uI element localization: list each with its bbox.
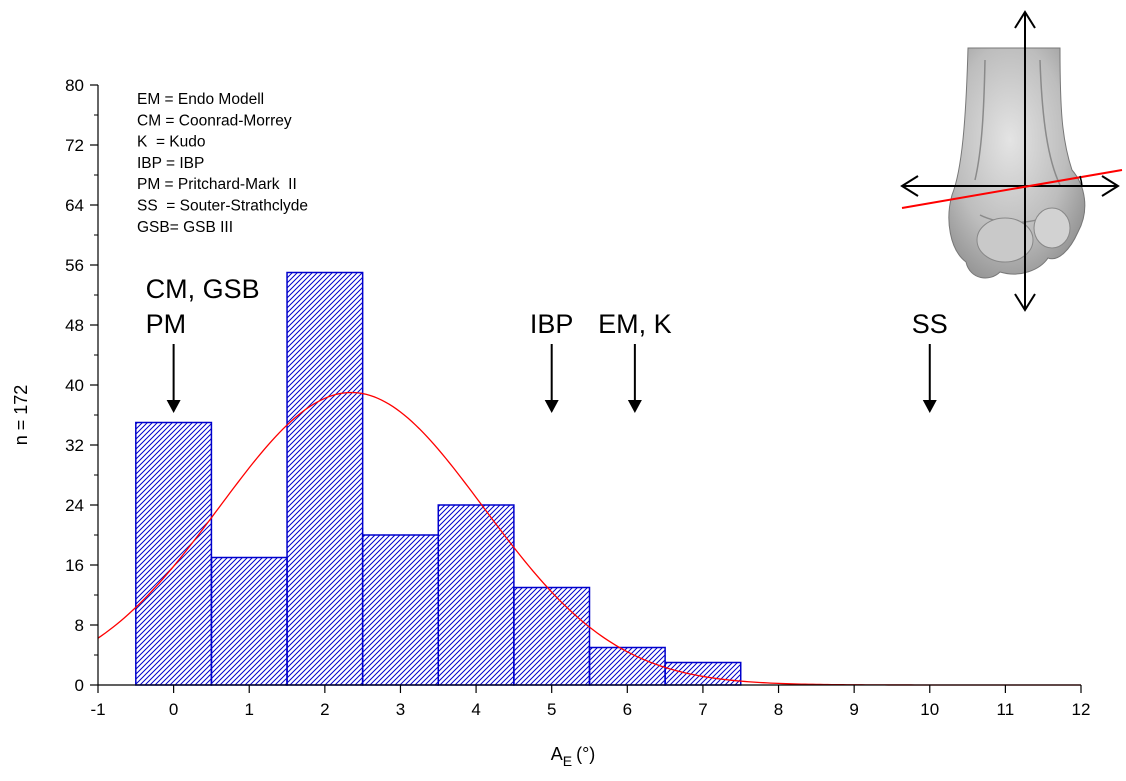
annotation-arrowhead bbox=[544, 400, 559, 413]
x-axis-label-subscript: E bbox=[563, 753, 572, 769]
x-tick-label: -1 bbox=[90, 700, 105, 719]
histogram-bar bbox=[513, 586, 591, 686]
x-tick-label: 5 bbox=[547, 700, 556, 719]
x-axis-label-main: A bbox=[551, 744, 563, 764]
bone-capitulum bbox=[1033, 207, 1071, 249]
annotation-arrowhead bbox=[627, 400, 642, 413]
annotation-label: EM, K bbox=[598, 309, 672, 339]
histogram-bar bbox=[286, 271, 364, 686]
x-axis-label-unit: (°) bbox=[576, 744, 595, 764]
x-tick-label: 4 bbox=[471, 700, 480, 719]
legend-entry: EM = Endo Modell bbox=[137, 91, 264, 108]
legend-entry: CM = Coonrad-Morrey bbox=[137, 112, 292, 129]
bone-condyle bbox=[976, 217, 1034, 263]
x-tick-label: 12 bbox=[1072, 700, 1091, 719]
inset-angle-arc bbox=[1079, 175, 1083, 187]
x-tick-label: 0 bbox=[169, 700, 178, 719]
x-tick-label: 2 bbox=[320, 700, 329, 719]
x-tick-label: 8 bbox=[774, 700, 783, 719]
x-tick-label: 7 bbox=[698, 700, 707, 719]
annotation-arrowhead bbox=[166, 400, 181, 413]
x-tick-label: 11 bbox=[997, 700, 1015, 719]
x-tick-label: 6 bbox=[623, 700, 632, 719]
annotation-label: SS bbox=[912, 309, 948, 339]
x-tick-label: 3 bbox=[396, 700, 405, 719]
histogram-bar bbox=[210, 556, 288, 686]
y-tick-label: 16 bbox=[65, 556, 84, 575]
y-axis-label: n = 172 bbox=[11, 385, 31, 446]
y-tick-label: 8 bbox=[75, 616, 84, 635]
x-tick-label: 10 bbox=[920, 700, 939, 719]
annotation-label: CM, GSB bbox=[146, 274, 260, 304]
legend-entry: SS = Souter-Strathclyde bbox=[137, 198, 308, 215]
y-tick-label: 72 bbox=[65, 136, 84, 155]
histogram-bar bbox=[135, 421, 213, 686]
legend-entry: K = Kudo bbox=[137, 134, 206, 151]
legend: EM = Endo Modell CM = Coonrad-Morrey K = K… bbox=[137, 91, 308, 236]
x-tick-label: 9 bbox=[849, 700, 858, 719]
histogram-bar bbox=[588, 646, 666, 686]
y-tick-label: 32 bbox=[65, 436, 84, 455]
inset-vertical-arrowhead-top bbox=[1014, 10, 1036, 29]
annotation-label: PM bbox=[146, 309, 187, 339]
bars-layer bbox=[135, 271, 742, 686]
y-tick-label: 0 bbox=[75, 676, 84, 695]
y-tick-label: 64 bbox=[65, 196, 84, 215]
legend-entry: PM = Pritchard-Mark II bbox=[137, 176, 297, 193]
elbow-bone-illustration bbox=[900, 10, 1123, 312]
x-tick-label: 1 bbox=[244, 700, 253, 719]
inset-horizontal-arrowhead-right bbox=[1101, 175, 1120, 197]
inset-vertical-arrowhead-bottom bbox=[1014, 293, 1036, 312]
y-tick-label: 48 bbox=[65, 316, 84, 335]
y-tick-label: 40 bbox=[65, 376, 84, 395]
y-tick-label: 56 bbox=[65, 256, 84, 275]
annotation-label: IBP bbox=[530, 309, 574, 339]
x-axis-label: AE (°) bbox=[551, 744, 596, 769]
y-tick-label: 80 bbox=[65, 76, 84, 95]
y-tick-label: 24 bbox=[65, 496, 84, 515]
annotations-layer: CM, GSB PM IBP EM, K SS bbox=[146, 274, 948, 413]
histogram-bar bbox=[664, 661, 742, 686]
histogram-bar bbox=[361, 534, 440, 686]
inset-carrying-angle-line bbox=[901, 169, 1123, 209]
inset-horizontal-arrowhead-left bbox=[900, 175, 919, 197]
annotation-arrowhead bbox=[922, 400, 937, 413]
legend-entry: GSB= GSB III bbox=[137, 219, 233, 236]
legend-entry: IBP = IBP bbox=[137, 155, 204, 172]
